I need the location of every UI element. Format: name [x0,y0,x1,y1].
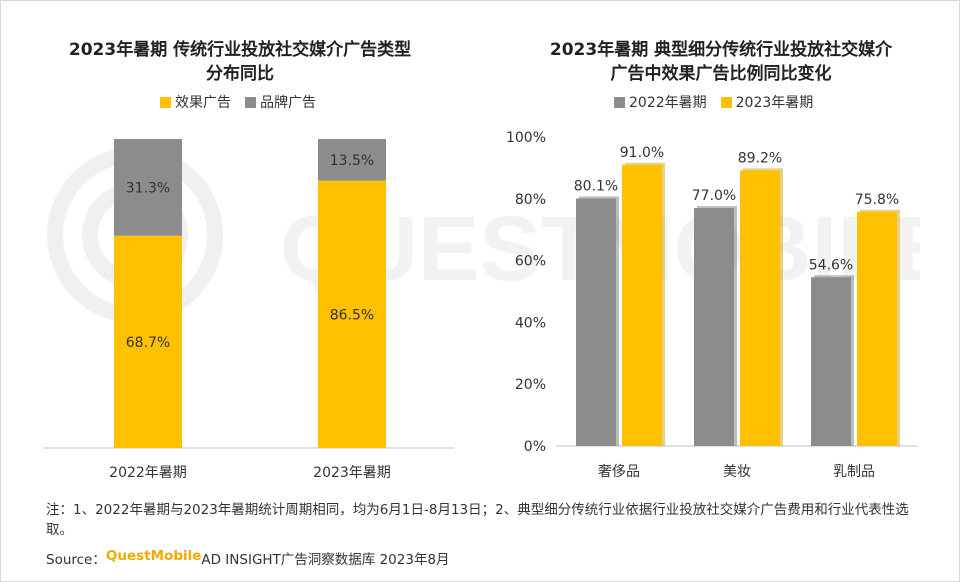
bar-2022年暑期-美妆 [694,208,734,446]
source-line: Source： QuestMobile AD INSIGHT广告洞察数据库 20… [46,548,450,568]
legend-item-效果广告: 效果广告 [160,92,231,112]
bar-2022年暑期-奢侈品 [576,198,616,446]
left-legend: 效果广告 品牌广告 [160,92,316,112]
bar-2023年暑期-乳制品 [857,211,897,446]
x-tick-label: 奢侈品 [598,464,640,480]
bar-品牌广告-2022年暑期 [114,139,182,236]
legend-item-2023: 2023年暑期 [720,92,814,112]
right-grouped-bar-chart: 0% 20% 40% 60% 80% 100% 80.1% 91.0% 奢侈品 77.0% 89.2… [506,130,918,480]
data-label-2022年暑期-美妆: 77.0% [692,188,736,204]
data-label-2023年暑期-奢侈品: 91.0% [620,145,664,161]
source-rest: AD INSIGHT广告洞察数据库 2023年8月 [201,552,450,568]
data-label-2023年暑期-美妆: 89.2% [738,150,782,166]
right-chart-title: 2023年暑期 典型细分传统行业投放社交媒介 广告中效果广告比例同比变化 [496,38,946,86]
bar-效果广告-2022年暑期 [114,235,182,448]
data-label-2022年暑期-乳制品: 54.6% [809,257,853,273]
right-legend: 2022年暑期 2023年暑期 [614,92,813,112]
bar-2022年暑期-乳制品 [811,277,851,446]
left-chart-title: 2023年暑期 传统行业投放社交媒介广告类型 分布同比 [20,38,460,86]
left-stacked-bar-chart: 68.7% 31.3% 2022年暑期 86.5% 13.5% 2023年暑期 [44,139,454,481]
bar-品牌广告-2023年暑期 [318,139,386,181]
bar-2023年暑期-奢侈品 [622,164,662,446]
legend-swatch [614,96,625,108]
y-tick-label: 60% [515,254,546,270]
legend-item-品牌广告: 品牌广告 [245,92,316,112]
x-tick-label: 2022年暑期 [109,465,187,481]
y-tick-label: 80% [515,192,546,208]
legend-item-2022: 2022年暑期 [614,92,707,112]
legend-label: 效果广告 [175,95,231,111]
legend-swatch [160,96,171,108]
y-tick-label: 20% [515,377,546,393]
y-tick-label: 40% [515,315,546,331]
source-prefix: Source： [46,552,106,568]
right-title-line2: 广告中效果广告比例同比变化 [610,64,832,84]
bar-效果广告-2023年暑期 [318,180,386,448]
left-title-line2: 分布同比 [206,64,274,84]
data-label-品牌广告-2023年暑期: 13.5% [330,153,374,169]
data-label-效果广告-2022年暑期: 68.7% [126,335,170,351]
footnote: 注：1、2022年暑期与2023年暑期统计周期相同，均为6月1日-8月13日；2… [46,502,909,538]
legend-label: 2023年暑期 [735,95,814,111]
x-tick-label: 美妆 [723,464,751,480]
right-title-line1: 2023年暑期 典型细分传统行业投放社交媒介 [549,40,893,60]
x-tick-label: 2023年暑期 [313,465,391,481]
legend-label: 2022年暑期 [629,95,707,111]
data-label-效果广告-2023年暑期: 86.5% [330,307,374,323]
y-tick-label: 100% [506,130,546,146]
left-title-line1: 2023年暑期 传统行业投放社交媒介广告类型 [68,40,412,60]
x-tick-label: 乳制品 [833,464,875,480]
legend-swatch [720,96,732,108]
data-label-2023年暑期-乳制品: 75.8% [855,192,899,208]
source-brand: QuestMobile [105,548,202,564]
bar-2023年暑期-美妆 [740,170,780,446]
data-label-2022年暑期-奢侈品: 80.1% [574,178,618,194]
data-label-品牌广告-2022年暑期: 31.3% [126,180,170,196]
y-tick-label: 0% [524,439,546,455]
legend-label: 品牌广告 [260,95,316,111]
legend-swatch [245,96,256,108]
